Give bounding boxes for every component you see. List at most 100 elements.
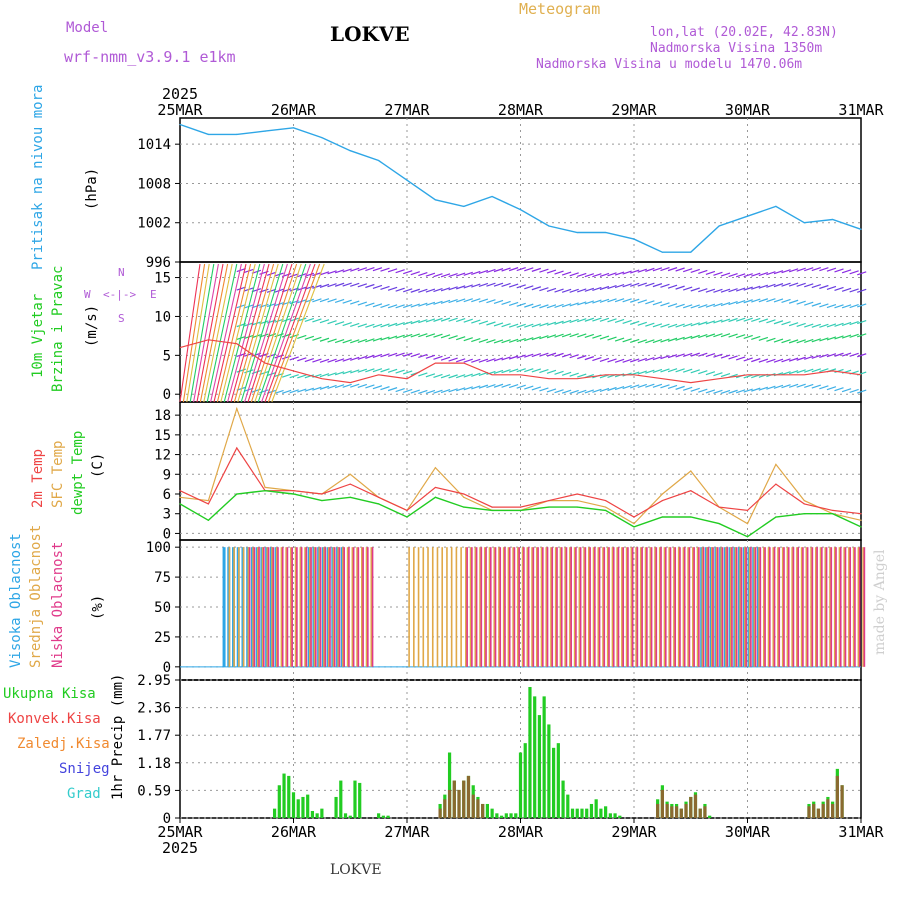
wind-barb: [599, 317, 610, 322]
wind-barb: [410, 303, 420, 308]
precip-bar: [708, 815, 712, 818]
wind-barb: [811, 323, 822, 328]
precip-bar: [291, 792, 296, 818]
time-label-bottom: 28MAR: [498, 823, 544, 841]
wind-barb: [418, 288, 428, 293]
wind-barb: [554, 352, 564, 357]
wind-barb: [660, 267, 670, 272]
wind-barb: [667, 337, 678, 342]
temp-2m-line-point: [378, 496, 380, 498]
cloud-bar: [556, 547, 558, 667]
wind-barb: [357, 323, 368, 328]
cloud-bar: [802, 547, 804, 667]
cloud-bar: [696, 547, 699, 667]
wind-barb: [788, 282, 799, 287]
wind-barb: [577, 389, 587, 394]
wind-barb: [493, 357, 504, 362]
wind-barb: [811, 338, 822, 343]
precip-bar-convective: [438, 808, 442, 818]
wind-barb: [516, 337, 526, 343]
wind-barb: [478, 320, 489, 325]
cloud-bar: [725, 547, 727, 667]
temp-ytick-label: 18: [154, 408, 171, 424]
wind-barb: [493, 369, 504, 375]
wind-barb: [675, 285, 685, 290]
wind-barb: [350, 356, 360, 361]
wind-barb: [297, 388, 307, 393]
wind-barb: [614, 298, 625, 303]
dewpt-line-point: [179, 503, 181, 505]
time-label-top: 29MAR: [611, 101, 657, 119]
dewpt-line-point: [292, 493, 295, 495]
wind-barb: [539, 287, 549, 292]
precip-bar: [556, 743, 560, 818]
precip-bar: [533, 696, 537, 818]
precip-bar-convective: [462, 780, 466, 818]
cloud-bar: [475, 547, 478, 667]
cloud-bar: [361, 547, 363, 667]
wind-barb: [622, 385, 632, 390]
wind-barb: [539, 304, 549, 309]
wind-barb: [705, 288, 716, 293]
wind-barb: [524, 368, 534, 373]
wind-barb: [796, 339, 806, 344]
cloud-bar: [715, 547, 718, 667]
cloud-bar: [740, 547, 743, 667]
wind-barb: [682, 386, 693, 391]
wind-barb: [758, 358, 769, 363]
cloud-bar: [844, 547, 847, 667]
wind-barb: [433, 355, 443, 360]
cloud-bar: [537, 547, 539, 667]
wind-barb: [758, 284, 769, 289]
wind-barb: [849, 288, 859, 293]
wind-barb: [857, 389, 867, 394]
wind-barb: [637, 268, 647, 273]
wind-barb: [720, 272, 731, 277]
cloud-bar: [668, 547, 671, 667]
sfc-temp-line-point: [349, 473, 351, 475]
wind-barb: [728, 333, 738, 338]
temp-2m-line-point: [860, 513, 862, 515]
wind-barb: [607, 298, 617, 303]
wind-barb: [713, 333, 723, 338]
wind-barb: [735, 287, 746, 292]
cloud-bar: [735, 547, 738, 667]
wind-barb: [433, 287, 443, 293]
temp-2m-line-point: [434, 486, 436, 489]
precip-bar-convective: [693, 794, 698, 818]
wind-barb: [804, 301, 814, 306]
wind-barb: [471, 337, 481, 343]
cloud-bar: [471, 547, 473, 667]
cloud-bar: [493, 547, 496, 667]
cloud-bar: [857, 547, 860, 667]
wind-barb: [440, 287, 451, 292]
cloud-bar: [299, 547, 302, 667]
wind-barb: [342, 322, 352, 327]
wind-barb: [425, 333, 436, 338]
wind-barb: [622, 298, 632, 303]
time-label-bottom: 26MAR: [271, 823, 317, 841]
temp-panel-frame: [179, 401, 862, 541]
wind-barb: [796, 383, 806, 388]
wind-barb: [531, 304, 542, 309]
wind-barb: [592, 299, 602, 304]
wind-barb: [546, 304, 557, 309]
wind-barb: [614, 284, 625, 289]
wind-barb: [804, 323, 814, 328]
cloud-bar: [848, 547, 850, 667]
cloud-bar: [767, 547, 770, 667]
cloud-bar: [266, 547, 269, 667]
cloud-bar: [693, 547, 695, 667]
cloud-bar: [474, 547, 477, 667]
precip-bar-convective: [665, 803, 669, 818]
cloud-bar: [351, 547, 354, 667]
cloud-bar: [499, 547, 502, 667]
cloud-bar: [267, 547, 270, 667]
cloud-bar: [252, 547, 254, 667]
cloud-bar: [479, 547, 481, 667]
cloud-bar: [754, 547, 757, 667]
wind-barb: [425, 318, 436, 323]
cloud-bar: [256, 547, 259, 667]
wind-barb: [486, 282, 496, 287]
wind-barb: [584, 273, 595, 278]
